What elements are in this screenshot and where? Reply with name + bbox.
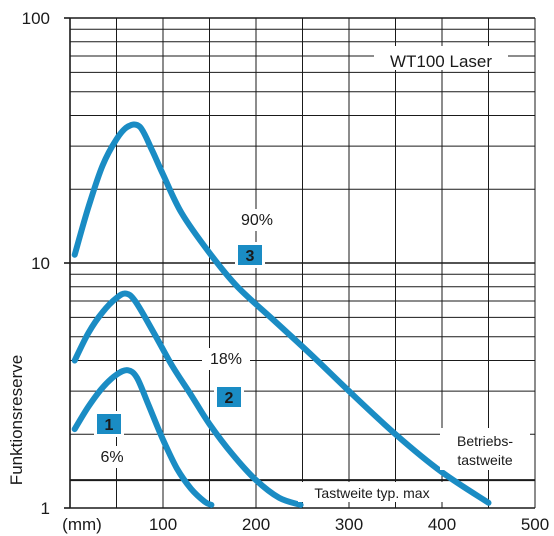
y-axis-title: Funktionsreserve — [7, 355, 26, 485]
operating-range-background — [440, 428, 530, 470]
y-tick-label: 100 — [22, 9, 50, 28]
x-tick-label: 200 — [242, 515, 270, 534]
y-tick-label: 1 — [41, 499, 50, 518]
x-tick-label: 300 — [335, 515, 363, 534]
reference-line-label: Tastweite typ. max — [314, 485, 429, 501]
series-line-3 — [71, 367, 215, 508]
y-tick-label: 10 — [31, 254, 50, 273]
operating-range-label-2: tastweite — [457, 452, 512, 468]
series-label: 6% — [100, 449, 123, 466]
series-label: 18% — [210, 351, 242, 368]
operating-range-label-1: Betriebs- — [457, 433, 513, 449]
marker-badge — [238, 245, 262, 265]
chart-title: WT100 Laser — [390, 52, 492, 71]
labels: 100 200 300 400 500 (mm) 1 10 100 Funktionsreserv… — [7, 9, 549, 534]
grid — [64, 17, 536, 509]
series-label-background — [88, 446, 136, 468]
marker-badge — [97, 414, 121, 434]
series-label-background — [202, 348, 250, 370]
marker-badge — [217, 387, 241, 407]
series-line-2 — [71, 290, 304, 508]
x-tick-label: 400 — [428, 515, 456, 534]
reference-label-background — [298, 482, 446, 502]
x-tick-label: 100 — [149, 515, 177, 534]
x-unit-label: (mm) — [62, 515, 102, 534]
series-line-1 — [71, 121, 492, 506]
marker-badge-number: 2 — [225, 390, 234, 407]
title-background — [374, 46, 508, 70]
curves — [71, 121, 492, 508]
series-label-background — [233, 209, 281, 231]
marker-badge-number: 1 — [105, 417, 114, 434]
series-label: 90% — [241, 212, 273, 229]
marker-badge-number: 3 — [246, 248, 255, 265]
x-tick-label: 500 — [521, 515, 549, 534]
